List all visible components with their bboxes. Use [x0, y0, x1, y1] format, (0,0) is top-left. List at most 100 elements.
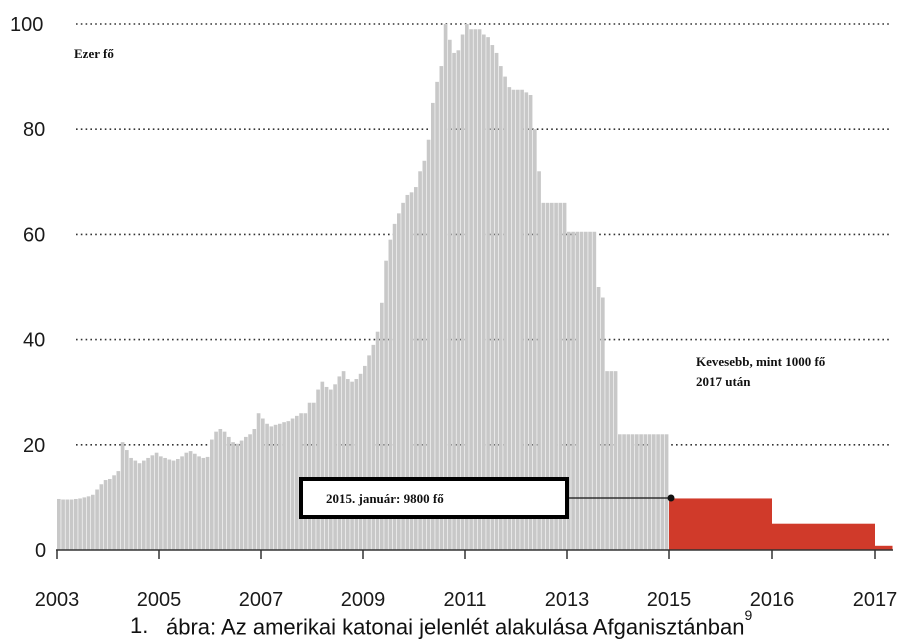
- bar: [91, 494, 95, 550]
- bar: [197, 456, 201, 550]
- bar: [112, 475, 116, 550]
- bar: [295, 415, 299, 550]
- y-axis-label: Ezer fő: [74, 46, 114, 61]
- bar: [647, 434, 652, 550]
- bar: [142, 460, 146, 550]
- bar: [341, 371, 346, 550]
- bar: [460, 34, 465, 550]
- bar: [337, 376, 342, 550]
- bar: [392, 223, 397, 550]
- bar: [252, 429, 257, 550]
- y-tick-label: 20: [23, 435, 45, 457]
- bar: [95, 489, 99, 550]
- bar: [571, 231, 575, 550]
- x-tick-label: 2015: [647, 589, 692, 611]
- bar: [290, 418, 295, 550]
- bar: [664, 434, 669, 550]
- bar: [354, 379, 359, 550]
- bar: [210, 439, 214, 550]
- bar: [235, 443, 240, 550]
- bar: [626, 434, 631, 550]
- annotation-callout: 2015. január: 9800 fő: [299, 477, 675, 519]
- bar: [656, 434, 660, 550]
- bar: [320, 381, 325, 550]
- callout-text: 2015. január: 9800 fő: [326, 491, 444, 506]
- bar: [431, 102, 435, 551]
- planned-bar: [875, 545, 893, 550]
- bar: [384, 260, 388, 550]
- x-tick-label: 2007: [239, 589, 284, 611]
- bar: [605, 371, 609, 550]
- bar: [465, 24, 469, 550]
- historical-bars: [57, 24, 669, 551]
- bar: [78, 498, 82, 550]
- bar: [588, 231, 592, 550]
- bar: [108, 478, 112, 550]
- bar: [346, 379, 350, 550]
- bar: [405, 194, 410, 550]
- bar: [613, 371, 618, 550]
- x-tick-label: 2016: [750, 589, 795, 611]
- bar: [99, 484, 104, 550]
- bar: [316, 389, 320, 550]
- bar: [125, 450, 129, 550]
- bar: [601, 297, 605, 550]
- y-axis-ticks: 0 20 40 60 80 100: [10, 14, 46, 562]
- bar: [163, 457, 167, 550]
- bar: [439, 66, 444, 550]
- bar: [184, 452, 189, 550]
- bar: [278, 423, 282, 550]
- troop-level-chart: 2003 2005 2007 2009 2011 2013 2015 2016 2017 020…: [10, 14, 898, 611]
- bar: [456, 50, 461, 551]
- bar: [324, 386, 329, 550]
- bar: [231, 442, 235, 550]
- bar: [312, 402, 316, 550]
- bar: [307, 402, 312, 550]
- bar: [643, 434, 648, 550]
- bar: [103, 480, 108, 550]
- bar: [375, 331, 380, 550]
- caption-number: 1.: [130, 613, 149, 638]
- bar: [367, 355, 371, 550]
- planned-bar: [772, 523, 875, 550]
- x-axis-ticks: 2003 2005 2007 2009 2011 2013 2015 2016 2017: [35, 550, 898, 611]
- bar: [401, 202, 405, 550]
- callout-dot: [667, 494, 675, 502]
- bar: [584, 231, 588, 550]
- x-tick-label: 2009: [341, 589, 386, 611]
- bar: [550, 202, 554, 550]
- bar: [473, 29, 478, 550]
- bar: [418, 171, 422, 550]
- bar: [486, 37, 490, 550]
- bar: [635, 434, 639, 550]
- bar: [350, 381, 354, 550]
- bar: [371, 344, 376, 550]
- bar: [358, 373, 363, 550]
- bar: [507, 87, 512, 551]
- bar: [269, 426, 274, 550]
- bar: [244, 436, 248, 550]
- bar: [452, 52, 456, 551]
- bar: [171, 460, 176, 550]
- bar: [74, 498, 78, 550]
- bar: [414, 187, 418, 550]
- bar: [592, 231, 597, 550]
- x-tick-label: 2017: [853, 589, 898, 611]
- bar: [218, 429, 223, 550]
- bar: [154, 452, 159, 550]
- bar: [329, 389, 333, 550]
- bar: [150, 455, 155, 550]
- bar: [482, 34, 486, 550]
- bar: [201, 457, 206, 550]
- figure-caption: 1. ábra: Az amerikai katonai jelenlét al…: [0, 607, 901, 641]
- bar: [146, 457, 150, 550]
- bar: [511, 89, 516, 550]
- caption-body: ábra: Az amerikai katonai jelenlét alaku…: [166, 614, 745, 640]
- bar: [516, 89, 520, 550]
- bar: [562, 202, 567, 550]
- bar: [618, 434, 622, 550]
- bar: [503, 76, 507, 550]
- bar: [333, 384, 337, 550]
- bar: [541, 202, 546, 550]
- bar: [193, 453, 197, 550]
